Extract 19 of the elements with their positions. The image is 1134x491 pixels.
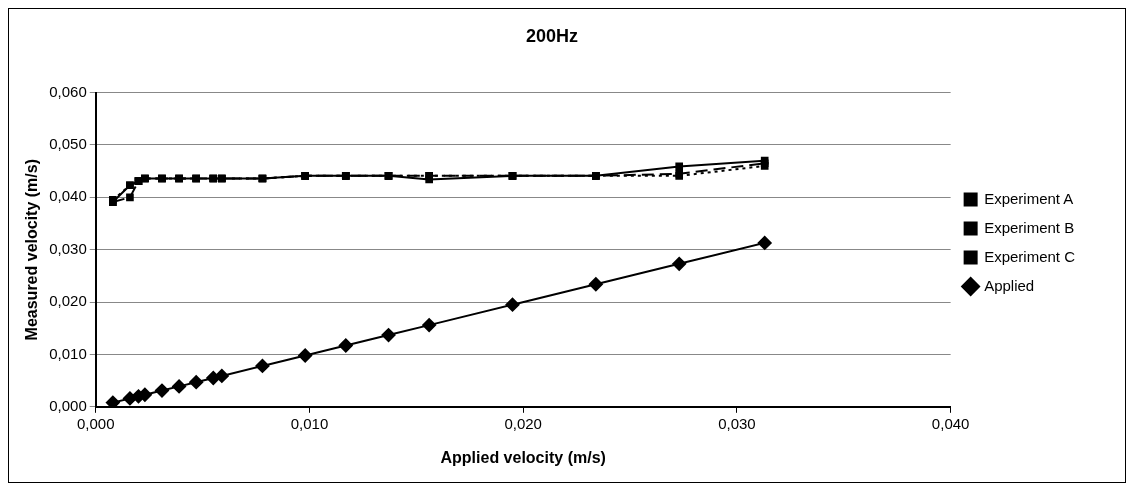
chart-title: 200Hz (525, 25, 579, 46)
x-axis-title: Applied velocity (m/s) (440, 448, 606, 466)
x-tick-label: 0,010 (290, 414, 329, 432)
x-tick-label: 0,020 (504, 414, 542, 432)
x-tick-label: 0,040 (931, 414, 970, 432)
y-tick-label: 0,000 (49, 396, 87, 414)
legend-label: Experiment B (984, 218, 1075, 236)
y-tick-label: 0,060 (49, 82, 87, 100)
y-tick-label: 0,030 (49, 239, 87, 257)
legend-label: Applied (984, 276, 1035, 294)
y-tick-label: 0,050 (49, 135, 87, 153)
y-tick-label: 0,040 (49, 187, 87, 205)
y-axis-title: Measured velocity (m/s) (23, 159, 41, 341)
y-tick-label: 0,010 (49, 344, 87, 362)
x-tick-label: 0,000 (76, 414, 115, 432)
x-tick-label: 0,030 (718, 414, 756, 432)
legend-label: Experiment A (984, 189, 1074, 207)
y-tick-label: 0,020 (49, 292, 87, 310)
legend-label: Experiment C (984, 247, 1076, 265)
